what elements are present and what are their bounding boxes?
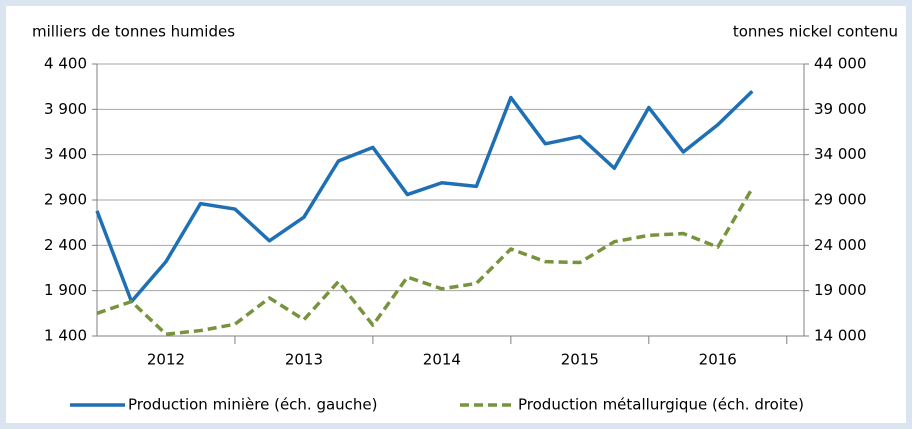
y2-axis-title: tonnes nickel contenu xyxy=(733,23,898,41)
x-group-label: 2015 xyxy=(561,351,599,369)
y2-tick-label: 24 000 xyxy=(814,236,867,254)
series-line xyxy=(96,187,754,336)
y2-tick-label: 19 000 xyxy=(814,281,867,299)
x-group-label: 2012 xyxy=(147,351,185,369)
x-group-label: 2013 xyxy=(285,351,323,369)
y2-tick-label: 29 000 xyxy=(814,191,867,209)
x-group-label: 2016 xyxy=(699,351,737,369)
y2-tick-label: 39 000 xyxy=(814,100,867,118)
y-axis-title: milliers de tonnes humides xyxy=(32,23,235,41)
y-tick-label: 2 400 xyxy=(44,236,87,254)
y-tick-label: 1 900 xyxy=(44,281,87,299)
y-tick-label: 3 400 xyxy=(44,145,87,163)
y-tick-label: 2 900 xyxy=(44,191,87,209)
series-line xyxy=(95,89,754,304)
y-tick-label: 1 400 xyxy=(44,327,87,345)
y2-tick-label: 34 000 xyxy=(814,145,867,163)
legend-label: Production minière (éch. gauche) xyxy=(128,396,378,414)
legend-label: Production métallurgique (éch. droite) xyxy=(518,396,804,414)
chart-area xyxy=(6,6,906,423)
y2-tick-label: 44 000 xyxy=(814,55,867,73)
y-tick-label: 4 400 xyxy=(44,55,87,73)
y2-tick-label: 14 000 xyxy=(814,327,867,345)
x-group-label: 2014 xyxy=(423,351,461,369)
y-tick-label: 3 900 xyxy=(44,100,87,118)
